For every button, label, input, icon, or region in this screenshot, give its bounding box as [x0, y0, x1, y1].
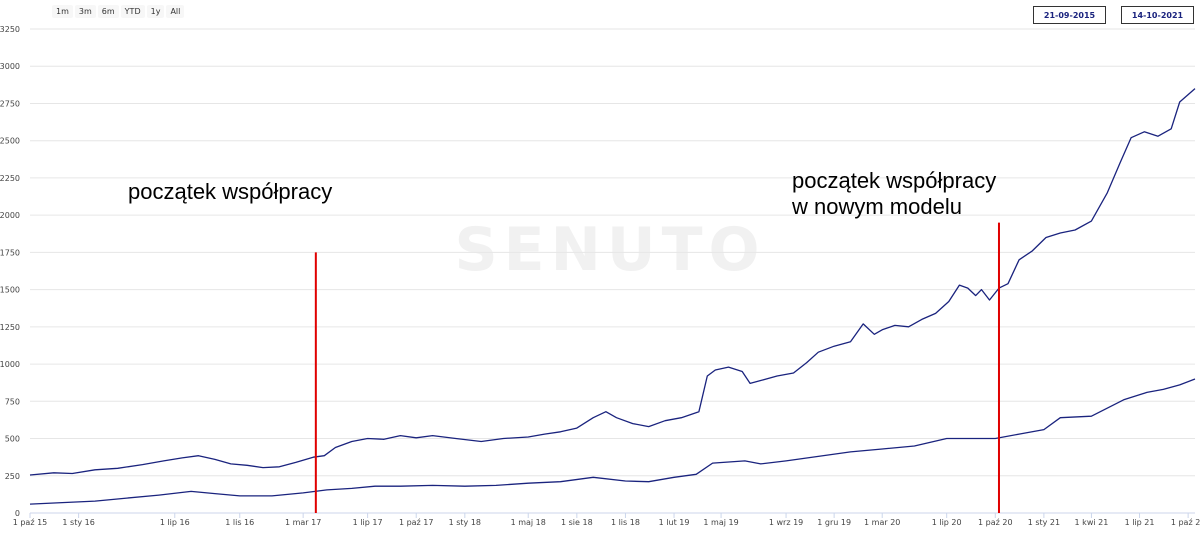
y-tick-label: 2250 [0, 174, 20, 183]
x-tick-label: 1 lut 19 [659, 518, 690, 527]
series-group [29, 88, 1196, 505]
x-tick-label: 1 gru 19 [817, 518, 851, 527]
y-tick-label: 2000 [0, 211, 20, 220]
x-tick-label: 1 sty 18 [449, 518, 481, 527]
watermark: SENUTO [454, 215, 765, 285]
x-tick-label: 1 wrz 19 [769, 518, 803, 527]
y-tick-label: 250 [5, 472, 20, 481]
y-tick-label: 3250 [0, 25, 20, 34]
series-line-2 [29, 378, 1196, 505]
grid [30, 28, 1195, 514]
x-tick-label: 1 paź 20 [978, 518, 1013, 527]
x-tick-label: 1 maj 19 [703, 518, 738, 527]
range-button-ytd[interactable]: YTD [120, 5, 145, 18]
y-tick-label: 1000 [0, 360, 20, 369]
y-tick-label: 3000 [0, 62, 20, 71]
annotation-label-1: początek współpracy [128, 179, 332, 204]
x-tick-label: 1 sty 16 [62, 518, 94, 527]
annotation-label-2: w nowym modelu [791, 194, 962, 219]
x-tick-label: 1 sty 21 [1028, 518, 1060, 527]
x-tick-label: 1 paź 21 [1171, 518, 1200, 527]
y-tick-label: 1250 [0, 323, 20, 332]
y-tick-label: 1750 [0, 248, 20, 257]
y-axis: 0 250 500 750 1000 1250 1500 1750 2000 2250 2500 27… [0, 25, 20, 518]
y-tick-label: 500 [5, 435, 20, 444]
x-tick-label: 1 paź 15 [13, 518, 48, 527]
x-tick-label: 1 lip 21 [1125, 518, 1155, 527]
x-tick-label: 1 lis 18 [611, 518, 640, 527]
x-tick-label: 1 kwi 21 [1075, 518, 1109, 527]
range-buttons: 1m 3m 6m YTD 1y All [52, 5, 185, 18]
x-tick-label: 1 maj 18 [511, 518, 546, 527]
x-tick-label: 1 paź 17 [399, 518, 434, 527]
x-tick-label: 1 sie 18 [561, 518, 593, 527]
date-from-input[interactable]: 21-09-2015 [1033, 6, 1106, 24]
range-button-1m[interactable]: 1m [52, 5, 73, 18]
date-to-input[interactable]: 14-10-2021 [1121, 6, 1194, 24]
y-tick-label: 1500 [0, 286, 20, 295]
x-tick-label: 1 mar 20 [864, 518, 900, 527]
series-line-1 [29, 88, 1196, 476]
x-axis: 1 paź 15 1 sty 16 1 lip 16 1 lis 16 1 mar 17… [13, 512, 1200, 527]
x-tick-label: 1 lis 16 [225, 518, 254, 527]
x-tick-label: 1 lip 16 [160, 518, 190, 527]
range-button-6m[interactable]: 6m [97, 5, 119, 18]
range-button-3m[interactable]: 3m [74, 5, 96, 18]
annotation-label-2: początek współpracy [792, 168, 996, 193]
range-button-1y[interactable]: 1y [146, 5, 165, 18]
y-tick-label: 750 [5, 397, 20, 406]
y-tick-label: 2750 [0, 99, 20, 108]
y-tick-label: 0 [15, 509, 20, 518]
x-tick-label: 1 lip 17 [353, 518, 383, 527]
range-button-all[interactable]: All [166, 5, 185, 18]
y-tick-label: 2500 [0, 137, 20, 146]
annotations: początek współpracy początek współpracyw … [128, 168, 1000, 513]
x-tick-label: 1 lip 20 [932, 518, 962, 527]
x-tick-label: 1 mar 17 [285, 518, 321, 527]
